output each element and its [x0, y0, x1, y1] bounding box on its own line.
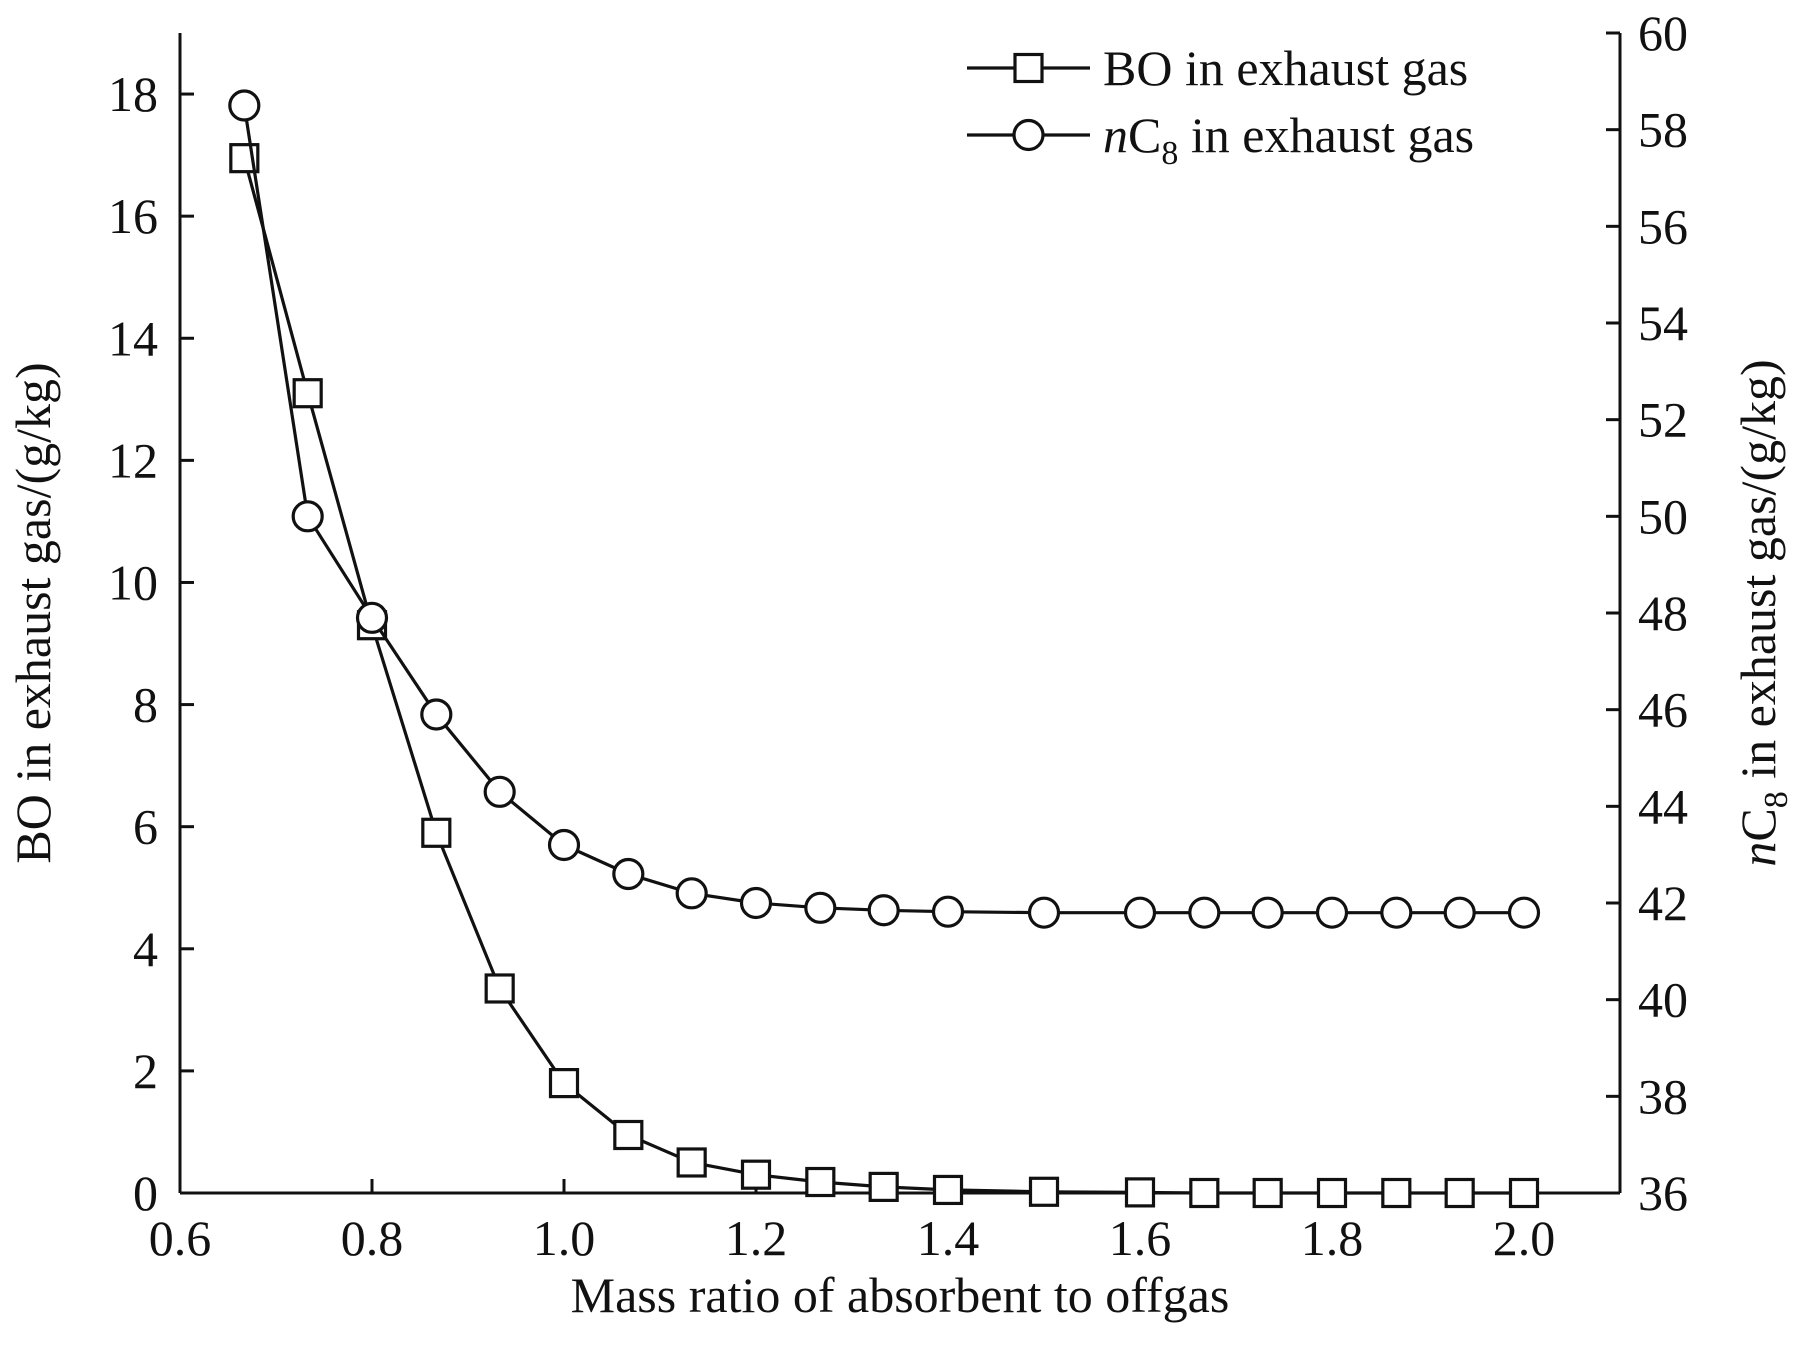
- y-right-tick-label: 46: [1638, 682, 1688, 738]
- y-right-tick-label: 58: [1638, 102, 1688, 158]
- y-left-tick-label: 2: [133, 1043, 158, 1099]
- nc8-point-marker: [1507, 896, 1541, 929]
- legend-label-bo: BO in exhaust gas: [1103, 40, 1468, 96]
- legend-label-nc8-main: C: [1128, 107, 1161, 163]
- bo-point-marker: [932, 1174, 964, 1206]
- nc8-point-marker: [931, 895, 965, 928]
- bo-point-marker: [292, 378, 323, 409]
- bo-point-marker: [613, 1119, 644, 1151]
- x-tick-label: 2.0: [1493, 1210, 1556, 1266]
- nc8-point-marker: [291, 500, 324, 533]
- nc8-point-marker: [1315, 896, 1349, 929]
- x-tick-label: 1.4: [917, 1210, 980, 1266]
- nc8-point-marker: [483, 775, 516, 808]
- x-tick-label: 0.8: [341, 1210, 404, 1266]
- nc8-point-marker: [1123, 896, 1157, 929]
- y-left-tick-label: 14: [108, 310, 158, 366]
- y-right-tick-label: 40: [1638, 972, 1688, 1028]
- y-right-tick-label: 54: [1638, 295, 1688, 351]
- bo-point-marker: [1189, 1177, 1220, 1209]
- y-left-tick-label: 0: [133, 1165, 158, 1221]
- bo-series-line: [242, 157, 1524, 1195]
- x-tick-label: 0.6: [149, 1210, 212, 1266]
- x-tick-label: 1.0: [533, 1210, 596, 1266]
- y-left-tick-label: 10: [108, 554, 158, 610]
- y-axis-right-title-rest: in exhaust gas/(g/kg): [1730, 359, 1786, 791]
- nc8-point-marker: [867, 894, 900, 927]
- x-axis-title: Mass ratio of absorbent to offgas: [571, 1267, 1230, 1323]
- legend-marker-circle: [1012, 118, 1045, 152]
- bo-point-marker: [1381, 1177, 1412, 1209]
- nc8-series-line: [242, 105, 1524, 915]
- bo-point-marker: [1124, 1177, 1156, 1208]
- y-right-tick-label: 56: [1638, 198, 1688, 254]
- y-left-tick-label: 6: [133, 799, 158, 855]
- y-right-tick-label: 44: [1638, 778, 1688, 834]
- y-right-tick-label: 52: [1638, 392, 1688, 448]
- bo-point-marker: [1316, 1177, 1348, 1209]
- y-axis-left-title: BO in exhaust gas/(g/kg): [5, 362, 61, 863]
- y-left-tick-label: 8: [133, 677, 158, 733]
- bo-point-marker: [805, 1166, 836, 1198]
- y-axis-right-title: nC8 in exhaust gas/(g/kg): [1730, 359, 1795, 866]
- bo-point-marker: [1444, 1177, 1475, 1209]
- legend-marker-square: [1013, 52, 1044, 84]
- x-tick-label: 1.6: [1109, 1210, 1172, 1266]
- nc8-point-marker: [675, 877, 708, 910]
- bo-point-marker: [421, 817, 452, 848]
- bo-point-marker: [676, 1147, 707, 1178]
- ticks: 0.6 0.8 1.0 1.2 1.4 1.6 1.8 2.00246810121416183…: [108, 5, 1688, 1266]
- series: [228, 89, 1541, 1209]
- bo-point-marker: [1028, 1176, 1060, 1207]
- nc8-point-marker: [612, 857, 645, 891]
- y-left-tick-label: 18: [108, 66, 158, 122]
- nc8-point-marker: [355, 601, 389, 634]
- y-left-tick-label: 4: [133, 921, 158, 977]
- nc8-point-marker: [547, 828, 581, 862]
- nc8-point-marker: [1380, 896, 1413, 929]
- y-left-tick-label: 12: [108, 432, 158, 488]
- y-right-tick-label: 42: [1638, 875, 1688, 931]
- bo-point-marker: [484, 973, 515, 1004]
- legend-label-nc8: nC8 in exhaust gas: [1103, 107, 1474, 172]
- legend: BO in exhaust gas nC8 in exhaust gas: [967, 40, 1474, 172]
- bo-point-marker: [868, 1171, 899, 1202]
- bo-point-marker: [1252, 1177, 1283, 1209]
- axes: [178, 33, 1622, 1195]
- bo-point-marker: [740, 1159, 772, 1190]
- y-right-tick-label: 36: [1638, 1165, 1688, 1221]
- nc8-point-marker: [739, 886, 773, 920]
- nc8-point-marker: [804, 891, 837, 924]
- y-left-tick-label: 16: [108, 188, 158, 244]
- y-right-tick-label: 50: [1638, 488, 1688, 544]
- bo-point-marker: [548, 1068, 580, 1099]
- legend-label-nc8-italic: n: [1103, 107, 1128, 163]
- bo-point-marker: [1508, 1177, 1540, 1209]
- nc8-point-marker: [1443, 896, 1476, 929]
- y-right-tick-label: 38: [1638, 1068, 1688, 1124]
- nc8-point-marker: [228, 89, 261, 122]
- y-axis-right-title-main: C: [1730, 808, 1786, 841]
- y-right-tick-label: 48: [1638, 585, 1688, 641]
- nc8-point-marker: [1188, 896, 1221, 929]
- x-tick-label: 1.2: [725, 1210, 788, 1266]
- y-axis-right-title-italic: n: [1730, 842, 1786, 867]
- legend-label-nc8-rest: in exhaust gas: [1178, 107, 1474, 163]
- nc8-point-marker: [420, 698, 453, 731]
- nc8-point-marker: [1027, 896, 1061, 929]
- legend-label-nc8-subscript: 8: [1161, 135, 1178, 172]
- y-right-tick-label: 60: [1638, 5, 1688, 61]
- x-tick-label: 1.8: [1301, 1210, 1364, 1266]
- y-axis-right-title-subscript: 8: [1758, 791, 1795, 808]
- nc8-point-marker: [1251, 896, 1284, 929]
